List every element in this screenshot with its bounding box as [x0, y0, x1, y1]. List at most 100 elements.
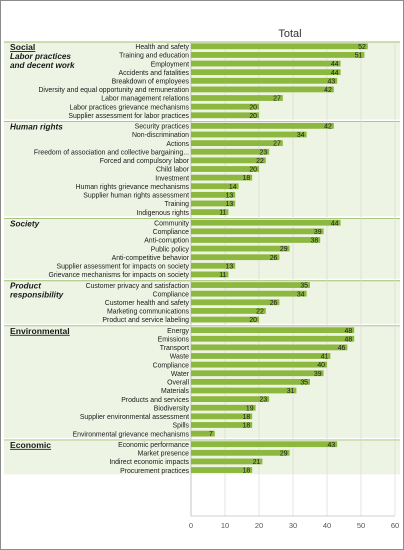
value-label: 11 [219, 272, 226, 279]
value-label: 31 [287, 388, 295, 395]
value-label: 23 [260, 149, 268, 156]
value-label: 18 [243, 423, 251, 430]
category-label: Products and services [121, 397, 189, 404]
value-label: 13 [226, 263, 234, 270]
value-label: 19 [246, 405, 254, 412]
value-label: 23 [260, 397, 268, 404]
category-label: Overall [167, 380, 189, 387]
category-label: Emissions [158, 336, 190, 343]
bar [191, 467, 253, 473]
group-title: Human rights [10, 123, 63, 132]
category-label: Customer health and safety [105, 300, 190, 307]
bar [191, 43, 368, 50]
value-label: 14 [229, 184, 237, 191]
category-label: Waste [170, 354, 189, 361]
bar [191, 209, 229, 215]
value-label: 41 [321, 354, 329, 361]
bar [191, 449, 290, 456]
bar [191, 308, 266, 314]
value-label: 27 [273, 96, 281, 103]
value-label: 34 [297, 291, 305, 298]
value-label: 39 [314, 229, 322, 236]
value-label: 29 [280, 450, 288, 457]
value-label: 44 [331, 70, 339, 77]
bar [191, 396, 270, 403]
category-label: Grievance mechanisms for impacts on soci… [48, 272, 189, 279]
x-tick-label: 10 [221, 521, 229, 530]
value-label: 20 [249, 104, 257, 111]
bar [191, 254, 280, 261]
value-label: 34 [297, 132, 305, 139]
value-label: 13 [226, 192, 234, 199]
value-label: 13 [226, 201, 234, 208]
category-label: Security practices [135, 124, 190, 131]
bar [191, 166, 259, 172]
bar [191, 271, 229, 278]
category-label: Employment [151, 61, 189, 68]
value-label: 20 [249, 317, 257, 324]
bar [191, 316, 259, 323]
bar [191, 335, 355, 342]
category-label: Energy [167, 328, 189, 335]
value-label: 22 [256, 158, 264, 165]
category-label: Supplier human rights assessment [83, 193, 189, 200]
value-label: 20 [249, 167, 257, 174]
value-label: 35 [300, 379, 308, 386]
bar [191, 174, 253, 181]
bar [191, 370, 324, 377]
bar [191, 112, 259, 119]
group-title: Product [10, 282, 41, 291]
category-label: Transport [160, 345, 189, 352]
value-label: 44 [331, 61, 339, 68]
bar [191, 441, 338, 448]
bar [191, 228, 324, 235]
value-label: 48 [345, 328, 353, 335]
value-label: 51 [355, 53, 363, 60]
bar [191, 378, 310, 385]
category-label: Market presence [138, 451, 189, 458]
category-label: Human rights grievance mechanisms [76, 184, 190, 191]
category-label: Compliance [153, 291, 190, 298]
bar [191, 103, 259, 110]
bar [191, 361, 327, 368]
section-title: Economic [10, 440, 51, 450]
bar [191, 219, 341, 226]
value-label: 18 [243, 468, 251, 475]
bar [191, 69, 341, 76]
value-label: 18 [243, 414, 251, 421]
section-title: Environmental [10, 326, 70, 336]
bar [191, 290, 307, 297]
bar [191, 387, 297, 394]
value-label: 18 [243, 175, 251, 182]
bar [191, 86, 334, 93]
bar [191, 458, 263, 465]
category-label: Accidents and fatalities [119, 70, 190, 77]
group-title: and decent work [10, 61, 75, 70]
bar [191, 413, 253, 420]
value-label: 35 [300, 283, 308, 290]
category-label: Forced and compulsory labor [100, 158, 190, 165]
category-label: Freedom of association and collective ba… [34, 149, 189, 156]
category-label: Environmental grievance mechanisms [73, 431, 190, 438]
x-tick-label: 50 [357, 521, 365, 530]
category-label: Labor practices grievance mechanisms [70, 104, 190, 111]
bar [191, 148, 270, 155]
value-label: 42 [324, 123, 332, 130]
value-label: 7 [209, 431, 213, 438]
category-label: Actions [166, 141, 189, 148]
category-label: Training [164, 201, 189, 208]
value-label: 43 [328, 78, 336, 85]
value-label: 26 [270, 255, 278, 262]
value-label: 22 [256, 309, 264, 316]
value-label: 40 [317, 362, 325, 369]
x-tick-label: 60 [391, 521, 399, 530]
category-label: Product and service labeling [102, 317, 189, 324]
bar [191, 140, 283, 147]
bar [191, 157, 266, 164]
x-tick-label: 40 [323, 521, 331, 530]
bar [191, 430, 215, 437]
bar [191, 52, 365, 58]
group-title: Labor practices [10, 52, 71, 61]
bar [191, 282, 310, 288]
